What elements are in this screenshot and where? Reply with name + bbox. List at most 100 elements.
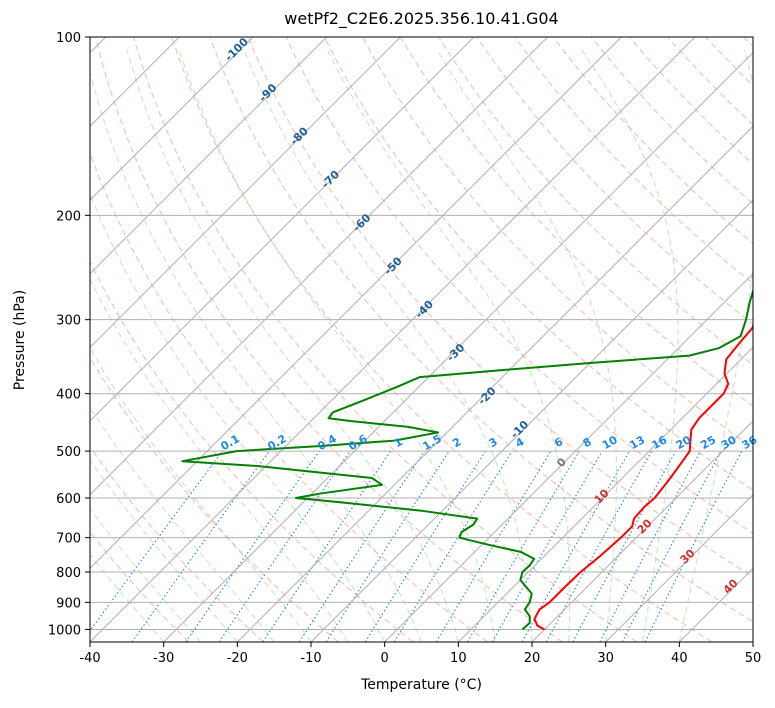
moist-adiabat — [90, 347, 312, 642]
isotherm-gridline — [678, 567, 753, 642]
mixing-ratio-label: 6 — [552, 435, 565, 450]
x-tick-label: 20 — [524, 651, 541, 666]
dry-adiabat — [90, 151, 488, 642]
dry-adiabat — [90, 445, 264, 642]
mixing-ratio-line — [262, 450, 392, 642]
dry-adiabat-label: -40 — [413, 298, 436, 321]
dry-adiabat — [705, 37, 753, 87]
dry-adiabat-label: -20 — [475, 384, 498, 407]
isotherm-gridline — [90, 37, 696, 642]
y-tick-label: 200 — [56, 209, 81, 224]
dry-adiabat-label: 20 — [635, 516, 655, 536]
dry-adiabat — [209, 37, 753, 623]
dry-adiabat — [90, 260, 414, 642]
mixing-ratio-label: 25 — [698, 433, 718, 452]
plot-area — [90, 37, 753, 642]
mixing-ratio-line — [364, 450, 486, 642]
mixing-ratio-line — [521, 450, 630, 642]
mixing-ratio-line — [131, 450, 270, 642]
dry-adiabat-label: -100 — [222, 35, 251, 64]
temperature-profile — [533, 323, 753, 631]
x-tick-label: -30 — [153, 651, 174, 666]
mixing-ratio-label: 1 — [392, 435, 405, 450]
moist-adiabat — [581, 49, 679, 642]
isotherm-gridline — [531, 420, 753, 642]
moist-adiabat — [678, 49, 753, 642]
y-axis-label: Pressure (hPa) — [12, 289, 28, 391]
mixing-ratio-label: 3 — [487, 435, 500, 450]
dry-adiabat — [95, 37, 563, 642]
mixing-ratio-line — [185, 450, 320, 642]
dewpoint-profile — [181, 287, 753, 631]
x-tick-label: 30 — [597, 651, 614, 666]
mixing-ratio-label: 16 — [649, 433, 669, 452]
dry-adiabat — [514, 37, 753, 285]
dry-adiabat — [133, 37, 638, 642]
isotherm-gridline — [90, 37, 475, 422]
dry-adiabat — [629, 37, 753, 165]
mixing-ratio-line — [572, 450, 677, 642]
x-axis: -40 -30 -20 -10 0 10 20 30 40 50 — [79, 642, 761, 666]
dry-adiabat — [323, 37, 753, 491]
dry-adiabat-label: -30 — [444, 341, 467, 364]
mixing-ratio-line — [218, 450, 351, 642]
moist-adiabat — [90, 507, 201, 642]
isotherm-gridline — [605, 493, 753, 642]
dry-adiabat-label: -50 — [382, 254, 405, 277]
y-tick-label: 700 — [56, 532, 81, 547]
x-tick-label: 50 — [745, 651, 762, 666]
dry-adiabat-label: -80 — [288, 124, 311, 147]
dry-adiabat — [743, 37, 753, 48]
chart-title: wetPf2_C2E6.2025.356.10.41.G04 — [284, 9, 559, 28]
y-tick-label: 500 — [56, 445, 81, 460]
y-tick-label: 300 — [56, 314, 81, 329]
x-tick-label: -40 — [79, 651, 100, 666]
mixing-ratio-line — [90, 450, 223, 632]
moist-adiabat — [436, 49, 617, 642]
mixing-ratio-line — [325, 450, 450, 642]
mixing-ratio-label: 4 — [513, 435, 526, 450]
dry-adiabat — [171, 37, 713, 642]
mixing-ratio-label: 0.4 — [315, 432, 339, 453]
isotherm-gridline — [310, 199, 753, 642]
moist-adiabat — [243, 49, 533, 642]
plot-frame — [89, 36, 754, 643]
dry-adiabat — [476, 37, 753, 325]
dry-adiabat — [90, 356, 339, 642]
dry-adiabat — [400, 37, 753, 407]
dry-adiabat — [90, 531, 190, 642]
y-tick-label: 400 — [56, 388, 81, 403]
dry-adiabat-label: -70 — [319, 168, 342, 191]
isotherm-gridline — [90, 37, 622, 570]
x-tick-label: 10 — [450, 651, 467, 666]
mixing-ratio-label: 0.6 — [346, 432, 370, 453]
mixing-ratio-line — [298, 450, 425, 642]
moist-adiabat — [90, 278, 349, 642]
isotherm-gridline — [163, 51, 753, 642]
y-tick-label: 1000 — [48, 623, 81, 638]
isotherm-gridline — [90, 37, 254, 201]
isotherm-gridline — [457, 346, 753, 642]
dry-adiabat-label: 0 — [554, 455, 569, 470]
moist-adiabat — [178, 49, 496, 642]
moist-adiabat — [90, 406, 275, 642]
mixing-ratio-label: 36 — [740, 433, 760, 452]
y-tick-label: 600 — [56, 492, 81, 507]
y-tick-label: 800 — [56, 566, 81, 581]
isotherm-gridline — [236, 125, 753, 642]
moist-adiabat — [126, 49, 459, 642]
isotherm-gridline — [90, 37, 549, 496]
dry-adiabat-label: 30 — [678, 546, 698, 566]
moist-adiabat — [90, 70, 422, 642]
moist-adiabat — [90, 192, 386, 642]
mixing-ratio-line — [644, 450, 743, 642]
isotherm-gridline — [90, 37, 328, 275]
mixing-ratio-labels: 0.1 0.2 0.4 0.6 1 1.5 2 3 4 6 8 10 13 16 20 25 30 36 — [218, 432, 759, 453]
isotherm-gridline — [90, 37, 401, 349]
y-tick-label: 900 — [56, 596, 81, 611]
mixing-ratio-line — [467, 450, 580, 642]
mixing-ratio-label: 13 — [627, 433, 647, 452]
isotherm-gridline — [384, 272, 753, 642]
